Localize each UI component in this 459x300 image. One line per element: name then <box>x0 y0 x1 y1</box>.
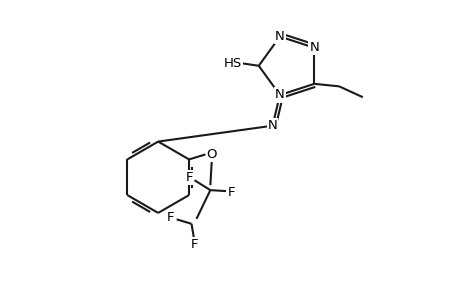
Text: N: N <box>267 119 277 132</box>
Text: N: N <box>274 88 284 101</box>
Text: HS: HS <box>224 57 241 70</box>
Text: N: N <box>309 41 319 54</box>
Text: F: F <box>167 212 174 224</box>
Text: F: F <box>190 238 197 251</box>
Text: O: O <box>206 148 217 161</box>
Text: N: N <box>274 30 284 43</box>
Text: F: F <box>227 186 235 199</box>
Text: F: F <box>185 171 193 184</box>
